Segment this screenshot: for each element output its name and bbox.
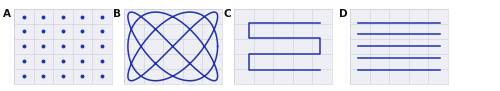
Text: D: D — [339, 9, 347, 19]
Text: C: C — [223, 9, 230, 19]
Text: A: A — [3, 9, 11, 19]
Text: B: B — [113, 9, 121, 19]
